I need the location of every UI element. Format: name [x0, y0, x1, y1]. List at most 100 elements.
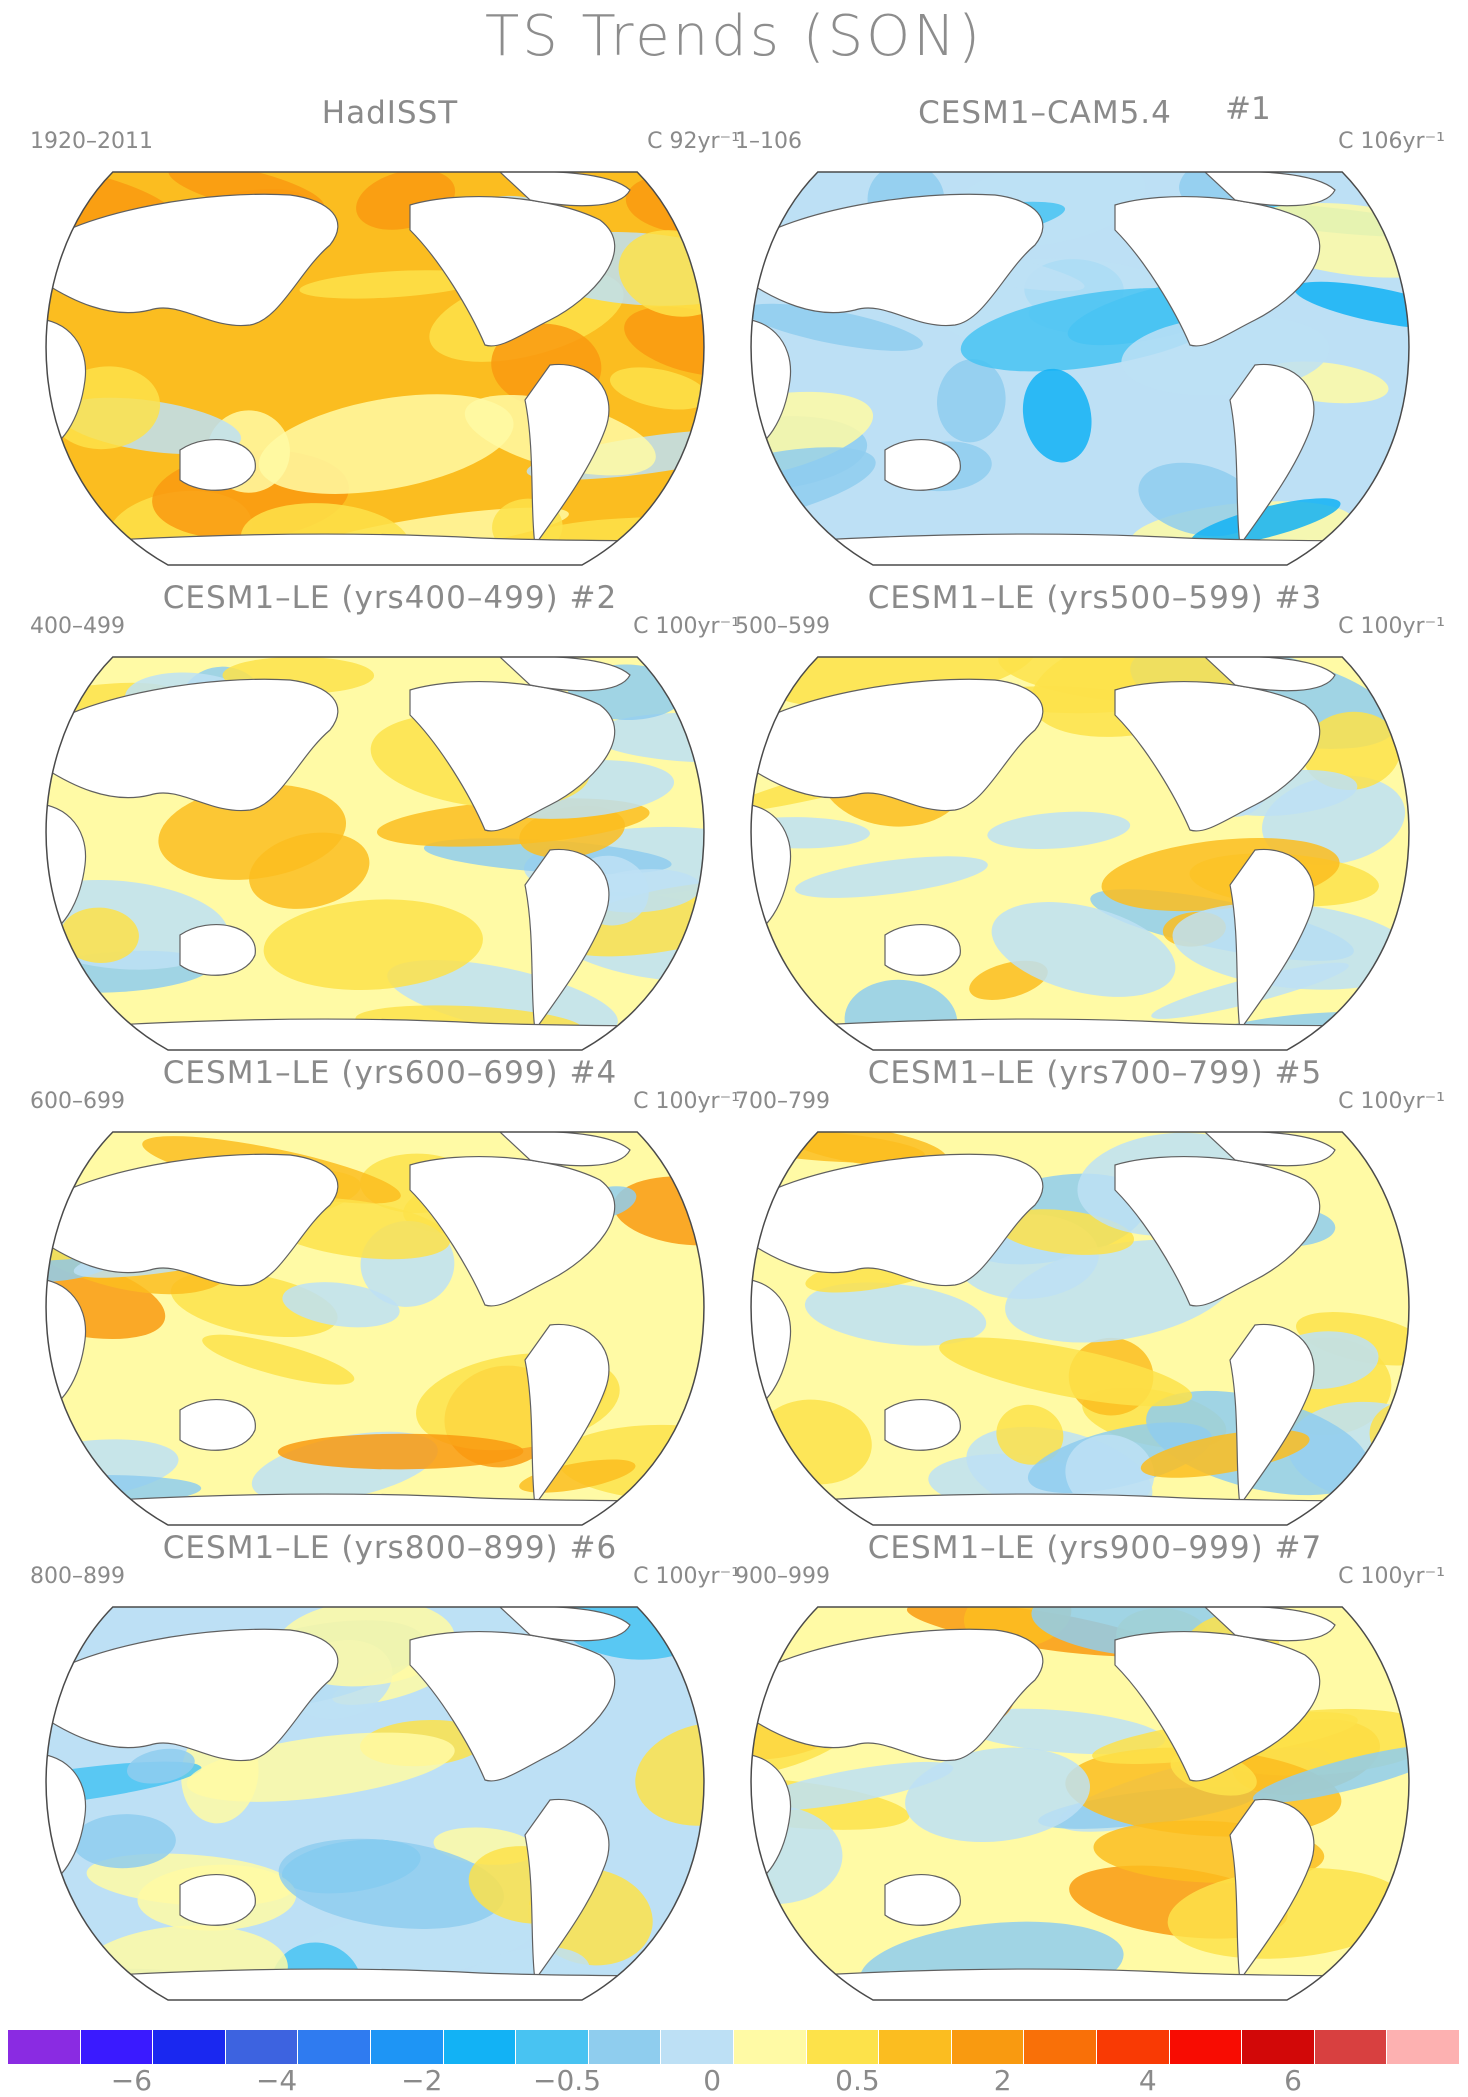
trend-blob — [987, 811, 1131, 849]
trend-blob — [751, 1761, 954, 1811]
trend-blob — [782, 1132, 947, 1168]
color-swatch — [516, 2030, 589, 2064]
trend-blob — [555, 881, 704, 957]
continent-landmass — [524, 1798, 610, 1982]
trend-blob — [591, 712, 704, 763]
world-map — [750, 1606, 1410, 2001]
panel-title: CESM1–LE (yrs400–499) #2 — [162, 580, 618, 616]
trend-blob — [277, 1433, 524, 1470]
map-outline — [45, 1606, 705, 2001]
continent-landmass — [524, 1323, 610, 1507]
world-map — [45, 656, 705, 1051]
continent-landmass — [1203, 1132, 1336, 1167]
color-swatch — [879, 2030, 952, 2064]
panel-period-label: 400–499 — [30, 614, 125, 639]
continent-landmass — [46, 678, 339, 812]
trend-blob — [72, 1814, 176, 1869]
continent-landmass — [179, 1399, 256, 1451]
map-panel: CESM1–LE (yrs500–599) #3 500–599 C 100yr⁻¹ — [735, 580, 1455, 1065]
panel-units-label: C 100yr⁻¹ — [1338, 614, 1445, 639]
continent-landmass — [1114, 196, 1321, 347]
panel-units-label: C 100yr⁻¹ — [633, 614, 740, 639]
map-outline — [750, 656, 1410, 1051]
trend-blob — [996, 1404, 1064, 1465]
trend-blob — [60, 907, 139, 963]
color-swatch — [1387, 2030, 1460, 2064]
continent-landmass — [409, 681, 616, 832]
trend-blob — [249, 832, 370, 909]
panel-title: CESM1–LE (yrs800–899) #6 — [162, 1530, 618, 1566]
color-scale-tick-label: 0 — [703, 2064, 722, 2097]
world-map — [45, 171, 705, 566]
panel-units-label: C 100yr⁻¹ — [1338, 1089, 1445, 1114]
panel-units-label: C 100yr⁻¹ — [1338, 1564, 1445, 1589]
map-outline — [45, 171, 705, 566]
panel-title: CESM1–LE (yrs900–999) #7 — [867, 1530, 1323, 1566]
trend-blob — [1167, 1868, 1408, 1959]
trend-field — [46, 172, 704, 565]
trend-field — [46, 1132, 704, 1525]
panel-units-label: C 100yr⁻¹ — [633, 1564, 740, 1589]
panel-title: CESM1–LE (yrs700–799) #5 — [867, 1055, 1323, 1091]
continent-landmass — [751, 1493, 1409, 1525]
color-swatch — [1096, 2030, 1170, 2064]
panel-period-label: 600–699 — [30, 1089, 125, 1114]
color-scale-tick-label: 2 — [993, 2064, 1012, 2097]
trend-blob — [991, 902, 1176, 997]
color-scale-tick-label: 6 — [1284, 2064, 1302, 2097]
continent-landmass — [524, 848, 610, 1032]
map-panel: CESM1–LE (yrs400–499) #2 400–499 C 100yr⁻¹ — [30, 580, 750, 1065]
continent-landmass — [179, 439, 256, 491]
trend-blob — [804, 1282, 987, 1346]
color-scale-tick-label: −6 — [110, 2064, 153, 2097]
world-map — [750, 1131, 1410, 1526]
panel-period-label: 800–899 — [30, 1564, 125, 1589]
continent-landmass — [751, 1628, 1044, 1762]
continent-landmass — [46, 533, 704, 565]
color-swatch — [588, 2030, 662, 2064]
color-swatch — [153, 2030, 226, 2064]
trend-blob — [582, 869, 701, 913]
continent-landmass — [751, 193, 1044, 327]
continent-landmass — [498, 172, 631, 207]
color-swatch — [1242, 2030, 1315, 2064]
map-panel: CESM1–LE (yrs700–799) #5 700–799 C 100yr⁻¹ — [735, 1055, 1455, 1540]
panel-period-label: 1920–2011 — [30, 129, 153, 154]
trend-field — [751, 1607, 1409, 2000]
panel-period-label: 1–106 — [735, 129, 802, 154]
page-title: TS Trends (SON) — [484, 4, 983, 69]
trend-blob — [624, 306, 704, 377]
panel-units-label: C 106yr⁻¹ — [1338, 129, 1445, 154]
color-scale-tick-label: −4 — [255, 2064, 298, 2097]
continent-landmass — [46, 1153, 339, 1287]
continent-landmass — [884, 439, 961, 491]
map-outline — [750, 171, 1410, 566]
color-swatch — [1314, 2030, 1388, 2064]
color-scale-bar — [8, 2030, 1460, 2064]
continent-landmass — [884, 1399, 961, 1451]
trend-blob — [263, 899, 483, 990]
trend-blob — [258, 394, 514, 494]
map-panel: HadISST 1920–2011 C 92yr⁻¹ — [30, 95, 750, 580]
continent-landmass — [1203, 657, 1336, 692]
color-swatch — [1169, 2030, 1243, 2064]
panel-title: HadISST — [321, 95, 459, 131]
trend-blob — [299, 270, 484, 299]
continent-landmass — [46, 1968, 704, 2000]
continent-landmass — [751, 678, 1044, 812]
panel-title: CESM1–LE (yrs600–699) #4 — [162, 1055, 618, 1091]
color-swatch — [8, 2030, 81, 2064]
continent-landmass — [498, 657, 631, 692]
map-panel: CESM1–LE (yrs800–899) #6 800–899 C 100yr⁻¹ — [30, 1530, 750, 2015]
trend-field — [46, 1607, 704, 2000]
map-outline — [45, 1131, 705, 1526]
world-map — [45, 1131, 705, 1526]
continent-landmass — [1203, 1607, 1336, 1642]
map-panel: CESM1–LE (yrs600–699) #4 600–699 C 100yr⁻¹ — [30, 1055, 750, 1540]
trend-blob — [1138, 462, 1259, 537]
color-swatch — [661, 2030, 734, 2064]
continent-landmass — [409, 196, 616, 347]
trend-blob — [1252, 1745, 1409, 1804]
continent-landmass — [498, 1132, 631, 1167]
continent-landmass — [884, 924, 961, 976]
